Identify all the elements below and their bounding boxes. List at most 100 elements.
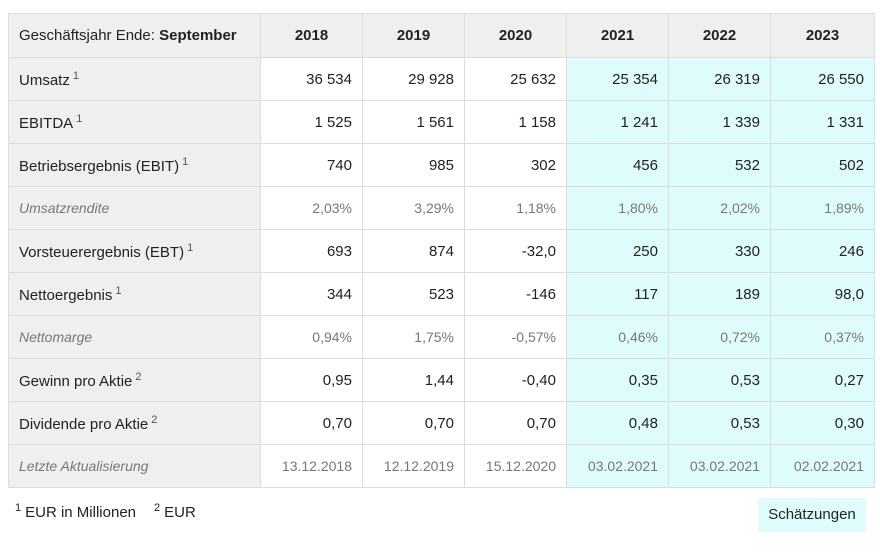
year-header: 2018 <box>260 13 363 58</box>
row-label: Gewinn pro Aktie <box>19 372 133 390</box>
footnote-marker: 1 <box>76 112 83 125</box>
footnote-marker: 2 <box>135 370 142 383</box>
value-cell: 1 561 <box>362 100 465 144</box>
value-cell: 1,18% <box>464 186 567 230</box>
value-cell: 0,27 <box>770 358 875 402</box>
row-label-cell: EBITDA 1 <box>8 100 261 144</box>
table-row: Umsatzrendite 2,03% 3,29% 1,18% 1,80% 2,02% 1,… <box>8 186 875 230</box>
row-label: Betriebsergebnis (EBIT) <box>19 157 180 175</box>
value-cell: 0,30 <box>770 401 875 445</box>
value-cell: 189 <box>668 272 771 316</box>
value-cell: 15.12.2020 <box>464 444 567 488</box>
row-label: EBITDA <box>19 114 74 132</box>
value-cell: 2,02% <box>668 186 771 230</box>
year-header: 2020 <box>464 13 567 58</box>
row-label-cell: Umsatzrendite <box>8 186 261 230</box>
footnote-mark: 1 <box>15 502 22 514</box>
table-row: Nettoergebnis 1 344 523 -146 117 189 98,0 <box>8 272 875 316</box>
value-cell: 523 <box>362 272 465 316</box>
value-cell: 0,35 <box>566 358 669 402</box>
value-cell: 1,44 <box>362 358 465 402</box>
footnote: 2 EUR <box>154 502 196 521</box>
value-cell: 1 158 <box>464 100 567 144</box>
value-cell: 344 <box>260 272 363 316</box>
value-cell: 3,29% <box>362 186 465 230</box>
value-cell: 1 339 <box>668 100 771 144</box>
value-cell: 0,95 <box>260 358 363 402</box>
header-row: Geschäftsjahr Ende: September 2018 2019 20… <box>8 13 875 58</box>
value-cell: 1,75% <box>362 315 465 359</box>
value-cell: 250 <box>566 229 669 273</box>
value-cell: 302 <box>464 143 567 187</box>
table-row: Gewinn pro Aktie 2 0,95 1,44 -0,40 0,35 0,53 0,… <box>8 358 875 402</box>
financial-table: Geschäftsjahr Ende: September 2018 2019 20… <box>8 13 875 488</box>
value-cell: 02.02.2021 <box>770 444 875 488</box>
row-label-cell: Betriebsergebnis (EBIT) 1 <box>8 143 261 187</box>
footnote-marker: 1 <box>182 155 189 168</box>
value-cell: 0,48 <box>566 401 669 445</box>
header-label: Geschäftsjahr Ende: <box>19 27 155 44</box>
value-cell: -0,40 <box>464 358 567 402</box>
value-cell: 2,03% <box>260 186 363 230</box>
value-cell: 98,0 <box>770 272 875 316</box>
row-label-cell: Dividende pro Aktie 2 <box>8 401 261 445</box>
footnote-marker: 1 <box>115 284 122 297</box>
row-label-cell: Vorsteuerergebnis (EBT) 1 <box>8 229 261 273</box>
row-label: Dividende pro Aktie <box>19 415 149 433</box>
table-row: Umsatz 1 36 534 29 928 25 632 25 354 26 319 26 … <box>8 57 875 101</box>
value-cell: 0,53 <box>668 358 771 402</box>
row-label: Nettoergebnis <box>19 286 113 304</box>
value-cell: 03.02.2021 <box>668 444 771 488</box>
footnote-marker: 2 <box>151 413 158 426</box>
year-header: 2023 <box>770 13 875 58</box>
row-label: Umsatzrendite <box>19 200 110 216</box>
value-cell: 0,70 <box>260 401 363 445</box>
value-cell: -0,57% <box>464 315 567 359</box>
header-label-bold: September <box>159 27 237 44</box>
value-cell: -32,0 <box>464 229 567 273</box>
year-header: 2021 <box>566 13 669 58</box>
value-cell: 1,89% <box>770 186 875 230</box>
value-cell: 330 <box>668 229 771 273</box>
legend-estimates: Schätzungen <box>758 498 866 532</box>
row-label-cell: Umsatz 1 <box>8 57 261 101</box>
value-cell: 0,72% <box>668 315 771 359</box>
row-label-cell: Nettoergebnis 1 <box>8 272 261 316</box>
value-cell: 874 <box>362 229 465 273</box>
value-cell: 29 928 <box>362 57 465 101</box>
footnote-text: EUR <box>164 504 196 521</box>
row-label: Nettomarge <box>19 329 93 345</box>
row-label: Letzte Aktualisierung <box>19 458 149 474</box>
value-cell: 740 <box>260 143 363 187</box>
value-cell: 693 <box>260 229 363 273</box>
value-cell: 0,53 <box>668 401 771 445</box>
table-row: Letzte Aktualisierung 13.12.2018 12.12.201… <box>8 444 875 488</box>
value-cell: 532 <box>668 143 771 187</box>
row-label: Umsatz <box>19 71 70 89</box>
value-cell: 246 <box>770 229 875 273</box>
footnote: 1 EUR in Millionen <box>15 502 136 521</box>
row-label: Vorsteuerergebnis (EBT) <box>19 243 185 261</box>
year-header: 2019 <box>362 13 465 58</box>
value-cell: 36 534 <box>260 57 363 101</box>
table-body: Umsatz 1 36 534 29 928 25 632 25 354 26 319 26 … <box>8 57 875 488</box>
value-cell: 502 <box>770 143 875 187</box>
footnote-marker: 1 <box>187 241 194 254</box>
footnote-marker: 1 <box>72 69 79 82</box>
value-cell: 0,70 <box>464 401 567 445</box>
value-cell: 03.02.2021 <box>566 444 669 488</box>
value-cell: 26 550 <box>770 57 875 101</box>
table-row: Dividende pro Aktie 2 0,70 0,70 0,70 0,48 0,53… <box>8 401 875 445</box>
footnotes: 1 EUR in Millionen 2 EUR <box>15 502 214 521</box>
table-row: Vorsteuerergebnis (EBT) 1 693 874 -32,0 250 33… <box>8 229 875 273</box>
table-row: Nettomarge 0,94% 1,75% -0,57% 0,46% 0,72% 0,37… <box>8 315 875 359</box>
value-cell: 1,80% <box>566 186 669 230</box>
value-cell: 117 <box>566 272 669 316</box>
row-label-cell: Letzte Aktualisierung <box>8 444 261 488</box>
value-cell: 26 319 <box>668 57 771 101</box>
value-cell: 0,70 <box>362 401 465 445</box>
table-row: Betriebsergebnis (EBIT) 1 740 985 302 456 532 5… <box>8 143 875 187</box>
value-cell: -146 <box>464 272 567 316</box>
value-cell: 13.12.2018 <box>260 444 363 488</box>
value-cell: 1 241 <box>566 100 669 144</box>
